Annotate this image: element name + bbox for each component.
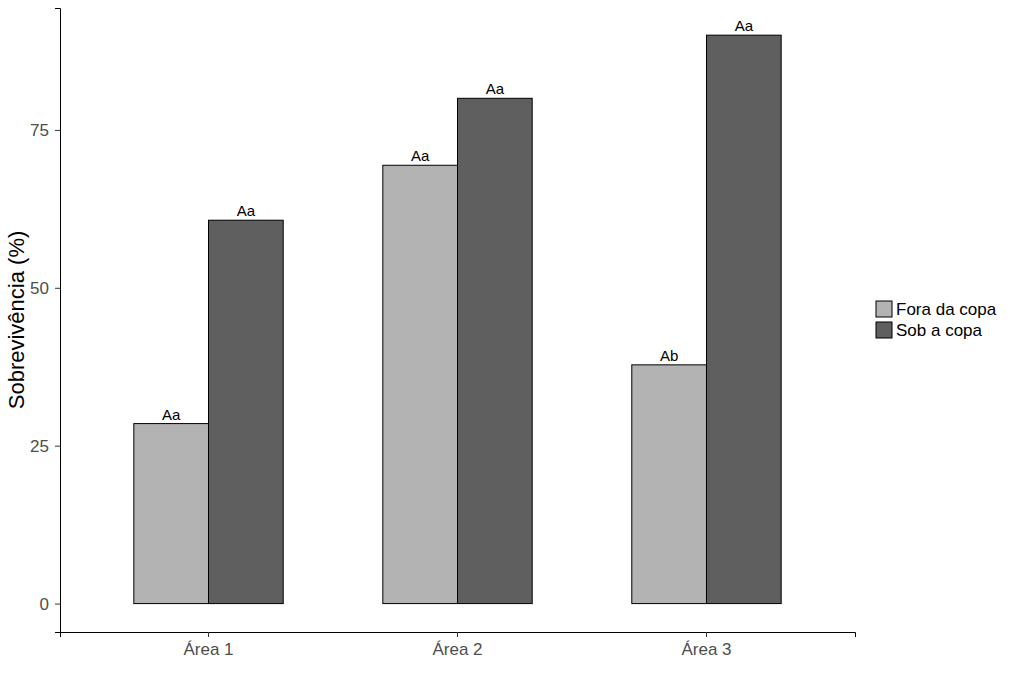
bar [209, 220, 284, 603]
tick-mark [55, 446, 60, 447]
tick: Área 2 [432, 632, 482, 659]
bar [632, 365, 707, 604]
y-axis: 0 25 50 75 [30, 9, 60, 633]
y-axis-title: Sobrevivência (%) [4, 231, 29, 410]
bar [383, 165, 458, 603]
tick-label: 50 [30, 279, 49, 298]
tick-label: 75 [30, 121, 49, 140]
axis-line [61, 633, 856, 638]
tick-mark [55, 604, 60, 605]
tick: 25 [30, 437, 60, 456]
tick-label: Área 2 [432, 640, 482, 659]
legend-item: Sob a copa [876, 321, 983, 340]
tick-label: 25 [30, 437, 49, 456]
tick: 75 [30, 121, 60, 140]
annotation: Aa [237, 202, 256, 219]
tick-label: Área 1 [183, 640, 233, 659]
chart: Aa Aa Ab Aa Aa Aa 0 25 50 75 Área 1 Área 2 Área 3 Sob… [0, 0, 1024, 683]
tick-label: 0 [40, 595, 49, 614]
tick-mark [55, 130, 60, 131]
tick-mark [457, 632, 458, 637]
x-axis: Área 1 Área 2 Área 3 [61, 632, 856, 659]
tick: Área 3 [681, 632, 731, 659]
tick: 0 [40, 595, 60, 614]
annotation: Aa [411, 147, 430, 164]
bars [134, 35, 781, 603]
legend: Fora da copa Sob a copa [876, 300, 997, 340]
annotation: Aa [162, 406, 181, 423]
annotations: Aa Aa Ab Aa Aa Aa [162, 17, 754, 422]
annotation: Aa [735, 17, 754, 34]
legend-label: Fora da copa [896, 300, 997, 319]
tick-mark [208, 632, 209, 637]
bar [134, 424, 209, 604]
bar [706, 35, 781, 603]
legend-item: Fora da copa [876, 300, 997, 319]
tick-label: Área 3 [681, 640, 731, 659]
tick-mark [706, 632, 707, 637]
legend-label: Sob a copa [896, 321, 983, 340]
legend-swatch [876, 301, 892, 317]
axis-line [55, 9, 61, 633]
bar [458, 98, 533, 603]
annotation: Ab [660, 347, 678, 364]
tick: Área 1 [183, 632, 233, 659]
tick: 50 [30, 279, 60, 298]
legend-swatch [876, 322, 892, 338]
tick-mark [55, 288, 60, 289]
annotation: Aa [486, 80, 505, 97]
